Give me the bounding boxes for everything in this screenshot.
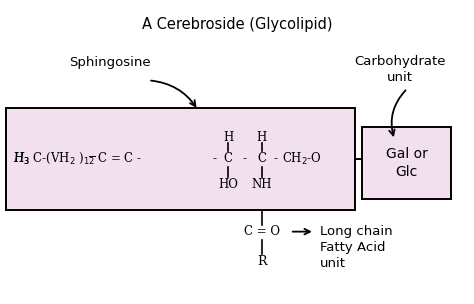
Text: H: H <box>257 131 267 143</box>
FancyBboxPatch shape <box>6 108 355 210</box>
Text: R: R <box>257 255 267 268</box>
Text: H: H <box>223 131 233 143</box>
Text: -: - <box>274 153 278 165</box>
Text: Gal or
Glc: Gal or Glc <box>385 147 428 179</box>
Text: H$_3$: H$_3$ <box>13 151 30 167</box>
Text: NH: NH <box>252 178 272 191</box>
Text: -: - <box>243 153 247 165</box>
Text: C: C <box>224 153 233 165</box>
Text: Sphingosine: Sphingosine <box>70 56 151 69</box>
Text: C: C <box>257 153 266 165</box>
Text: A Cerebroside (Glycolipid): A Cerebroside (Glycolipid) <box>142 17 332 32</box>
Text: CH$_2$-O: CH$_2$-O <box>282 151 322 167</box>
FancyBboxPatch shape <box>362 127 451 199</box>
Text: C = O: C = O <box>244 225 280 238</box>
Text: Carbohydrate
unit: Carbohydrate unit <box>354 55 445 85</box>
Text: H$_3$ C-(VH$_2$ )$_{1\overline{2}}$ C = C -: H$_3$ C-(VH$_2$ )$_{1\overline{2}}$ C = … <box>13 151 142 167</box>
Text: Long chain
Fatty Acid
unit: Long chain Fatty Acid unit <box>320 225 392 270</box>
Text: HO: HO <box>218 178 238 191</box>
Text: -: - <box>212 153 216 165</box>
